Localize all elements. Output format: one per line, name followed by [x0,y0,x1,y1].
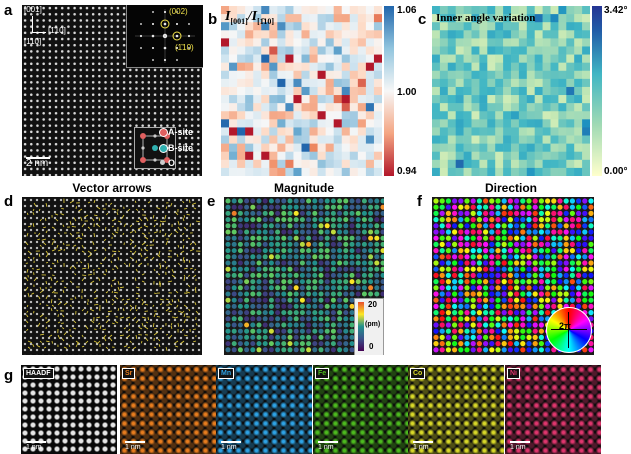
o-site-legend: O [168,158,176,168]
wheel-axis-vertical [568,312,569,348]
panel-b-title: I[001]/I[1̄10] [225,9,275,26]
wheel-label: 2π [559,321,571,331]
panel-b-label: b [208,11,218,28]
magnitude-colorbar [358,302,364,351]
eds-label-co: Co [410,368,426,379]
eds-scale-label-sr: 1 nm [125,444,141,451]
panel-b-colorbar [384,6,394,176]
eds-scale-bar-haadf [26,441,46,443]
eds-scale-label-ni: 1 nm [510,444,526,451]
eds-scale-label-co: 1 nm [413,444,429,451]
cbar-e-unit: (pm) [365,321,381,328]
eds-tile-sr: Sr 1 nm [120,365,216,454]
panel-c-heatmap: Inner angle variation [432,6,590,176]
axis-arrow-horizontal [32,32,46,33]
panel-d-vector-map [22,197,202,355]
panel-c-colorbar [592,6,602,176]
displacement-arrows [25,198,201,351]
fft-pattern [135,9,195,63]
axis-label-1-10: [1̄10] [48,26,66,35]
eds-scale-bar-fe [318,441,338,443]
panel-f-title: Direction [484,181,537,195]
axis-label-001: [001] [24,5,42,14]
cbar-e-min: 0 [369,342,374,351]
cbar-b-max: 1.06 [397,5,417,16]
eds-tile-haadf: HAADF 1 nm [21,365,117,454]
eds-scale-bar-ni [510,441,530,443]
panel-d-label: d [4,193,14,210]
eds-scale-label-fe: 1 nm [318,444,334,451]
axis-arrow-vertical [32,16,33,32]
eds-tile-ni: Ni 1 nm [505,365,601,454]
eds-label-haadf: HAADF [23,368,54,379]
panel-e-magnitude-map: 20 (pm) 0 [224,197,384,355]
panel-e-title: Magnitude [274,181,334,195]
panel-a-haadf-image: [001] [1̄10] [110] (002) [22,5,203,176]
a-site-marker [159,128,168,137]
panel-b-heatmap: I[001]/I[1̄10] [221,6,382,176]
eds-label-sr: Sr [122,368,136,379]
panel-a-label: a [4,2,13,19]
panel-g-label: g [4,367,14,384]
eds-label-fe: Fe [315,368,330,379]
inner-angle-grid [432,6,590,176]
cbar-c-max: 3.42° [604,5,628,16]
panel-f-direction-map: 2π [432,197,594,355]
panel-c-label: c [418,11,427,28]
wheel-axis-horizontal [551,329,587,330]
cbar-c-min: 0.00° [604,166,628,177]
eds-scale-label-haadf: 1 nm [26,444,42,451]
panel-e-label: e [207,193,216,210]
b-site-marker [159,144,168,153]
o-site-marker [160,160,165,165]
axis-label-110: [110] [24,37,42,46]
cbar-b-min: 0.94 [397,166,417,177]
b-site-legend: B-site [168,143,194,153]
magnitude-legend-box: 20 (pm) 0 [354,298,384,355]
eds-scale-bar-co [413,441,433,443]
magnitude-dots [225,198,384,353]
fft-spot-002-label: (002) [169,7,188,16]
eds-scale-label-mn: 1 nm [221,444,237,451]
panel-c-title: Inner angle variation [436,12,536,24]
eds-tile-mn: Mn 1 nm [216,365,312,454]
a-site-legend: A-site [168,127,194,137]
panel-f-label: f [417,193,422,210]
eds-scale-bar-sr [125,441,145,443]
eds-scale-bar-mn [221,441,241,443]
fft-inset: (002) (1̄10) [126,5,203,68]
fft-spot-1-10-label: (1̄10) [175,43,194,52]
cbar-b-mid: 1.00 [397,87,417,98]
eds-label-mn: Mn [218,368,235,379]
crystal-model-inset [134,127,176,169]
scale-bar-label: 2 nm [26,158,49,169]
eds-tile-co: Co 1 nm [408,365,504,454]
panel-d-title: Vector arrows [72,181,152,195]
intensity-ratio-grid [221,6,382,176]
scale-bar [26,157,50,159]
eds-label-ni: Ni [507,368,520,379]
cbar-e-max: 20 [368,300,377,309]
eds-tile-fe: Fe 1 nm [313,365,409,454]
direction-color-wheel: 2π [546,307,592,353]
